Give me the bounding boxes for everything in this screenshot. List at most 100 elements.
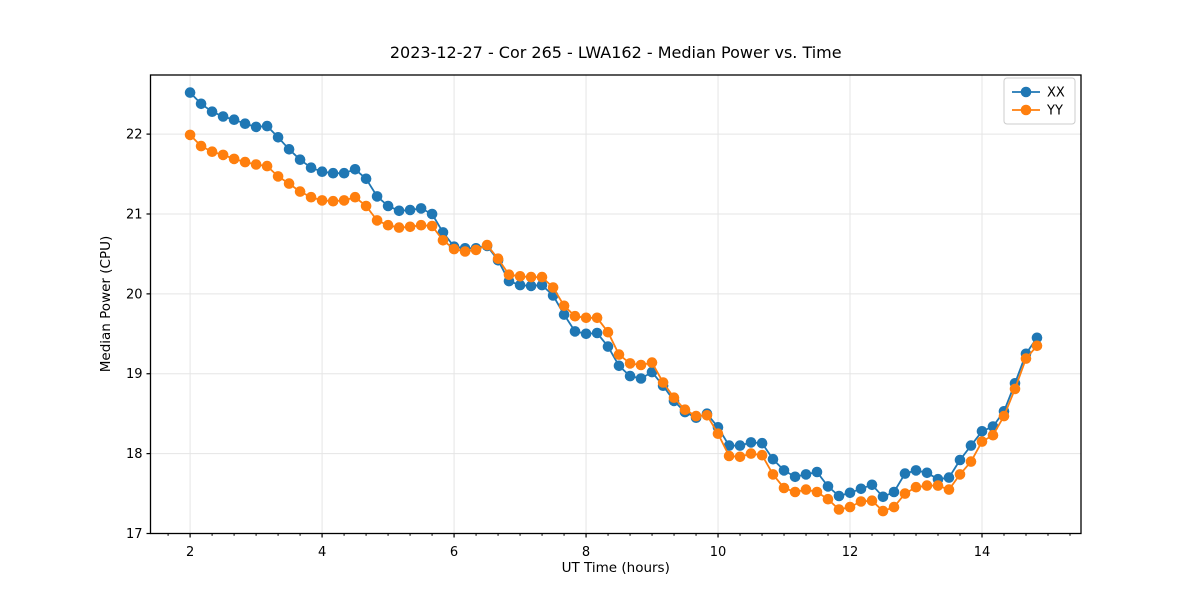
data-point-xx — [294, 154, 306, 165]
data-point-xx — [184, 87, 196, 98]
data-point-xx — [195, 98, 207, 110]
data-point-xx — [789, 471, 801, 483]
data-point-xx — [965, 440, 977, 451]
data-point-yy — [822, 493, 834, 505]
data-point-xx — [426, 208, 438, 220]
data-point-yy — [184, 129, 196, 141]
data-point-yy — [734, 451, 746, 463]
data-point-xx — [943, 472, 955, 483]
data-point-yy — [712, 428, 724, 440]
y-tick-label: 19 — [126, 367, 143, 382]
data-point-xx — [602, 341, 614, 352]
data-point-yy — [459, 246, 471, 257]
data-point-yy — [690, 410, 702, 422]
data-point-yy — [228, 153, 240, 165]
data-point-xx — [283, 144, 295, 155]
data-point-xx — [239, 118, 251, 129]
data-point-yy — [800, 484, 812, 495]
data-point-xx — [734, 440, 746, 451]
data-point-xx — [1031, 332, 1043, 344]
data-point-yy — [294, 186, 306, 197]
data-point-yy — [327, 195, 339, 207]
x-tick-label: 14 — [974, 545, 991, 560]
data-point-yy — [855, 496, 867, 507]
x-tick-label: 6 — [450, 545, 458, 560]
data-point-xx — [558, 309, 570, 320]
data-point-xx — [261, 120, 273, 132]
data-point-yy — [415, 219, 427, 231]
data-point-yy — [272, 171, 284, 182]
data-point-yy — [756, 449, 768, 461]
data-point-yy — [580, 312, 592, 324]
data-point-yy — [899, 488, 911, 499]
data-point-xx — [635, 373, 647, 384]
data-point-yy — [448, 243, 460, 255]
data-point-yy — [745, 448, 757, 459]
data-point-xx — [833, 490, 845, 502]
legend-label: YY — [1046, 104, 1063, 119]
data-point-xx — [877, 491, 889, 503]
data-point-xx — [536, 279, 548, 291]
data-point-xx — [360, 173, 372, 185]
data-point-xx — [338, 167, 350, 179]
data-point-xx — [976, 426, 988, 437]
data-point-yy — [569, 310, 581, 322]
data-point-xx — [866, 479, 878, 491]
data-point-yy — [360, 200, 372, 212]
data-point-yy — [217, 149, 229, 161]
data-point-xx — [228, 114, 240, 125]
y-tick-label: 20 — [126, 287, 143, 302]
data-point-yy — [1009, 383, 1021, 395]
data-point-yy — [723, 450, 735, 462]
data-point-xx — [899, 468, 911, 479]
data-point-xx — [382, 200, 394, 212]
series-yy — [184, 129, 1043, 517]
data-point-xx — [756, 437, 768, 449]
data-point-yy — [646, 357, 658, 368]
legend-label: XX — [1047, 86, 1065, 101]
data-point-xx — [855, 483, 867, 495]
legend-entry-yy: YY — [1012, 104, 1063, 119]
data-point-xx — [888, 486, 900, 498]
data-point-xx — [250, 121, 262, 133]
data-point-yy — [481, 239, 493, 251]
data-point-xx — [349, 164, 361, 175]
x-tick-label: 12 — [842, 545, 859, 560]
y-axis-label: Median Power (CPU) — [98, 236, 114, 372]
data-point-yy — [888, 501, 900, 513]
data-point-xx — [580, 328, 592, 340]
data-point-yy — [954, 469, 966, 480]
x-tick-label: 8 — [582, 545, 590, 560]
data-point-yy — [239, 156, 251, 168]
series-line-yy — [189, 134, 1038, 513]
data-point-yy — [833, 504, 845, 515]
data-point-yy — [789, 486, 801, 498]
data-point-yy — [811, 486, 823, 498]
data-point-xx — [437, 227, 449, 238]
axis-ticks: 2 4 6 8 10 12 14 17 18 19 20 21 22 — [126, 128, 1071, 560]
data-point-xx — [767, 453, 779, 465]
data-point-yy — [547, 282, 559, 293]
data-point-yy — [349, 191, 361, 203]
data-point-xx — [569, 326, 581, 337]
data-point-yy — [701, 410, 713, 421]
data-point-yy — [316, 195, 328, 206]
data-point-yy — [426, 220, 438, 232]
data-point-yy — [767, 469, 779, 480]
data-point-yy — [492, 253, 504, 264]
gridlines — [150, 75, 1081, 534]
x-tick-label: 2 — [186, 545, 194, 560]
data-point-yy — [866, 495, 878, 507]
data-point-yy — [536, 271, 548, 283]
plot-border — [149, 74, 1082, 535]
data-point-yy — [591, 312, 603, 324]
legend-marker — [1020, 86, 1032, 98]
data-point-yy — [514, 271, 526, 282]
data-point-yy — [679, 404, 691, 416]
data-point-xx — [371, 191, 383, 202]
data-point-yy — [778, 482, 790, 494]
data-point-xx — [415, 203, 427, 214]
data-point-yy — [371, 215, 383, 226]
